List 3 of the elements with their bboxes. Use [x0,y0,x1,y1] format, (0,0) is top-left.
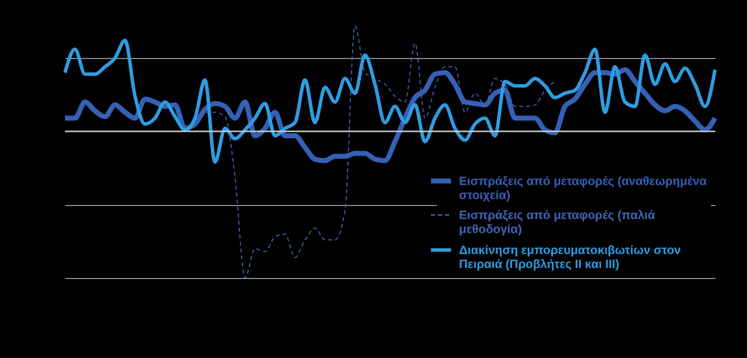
legend-label: Εισπράξεις από μεταφορές (παλιά μεθοδογία) [459,208,656,236]
legend-label: Εισπράξεις από μεταφορές (αναθεωρημένα στοιχεία) [459,174,708,202]
legend-label: Διακίνηση εμπορευματοκιβωτίων στον Πειραιά (Προβλήτες ΙΙ και ΙΙΙ) [459,243,682,271]
